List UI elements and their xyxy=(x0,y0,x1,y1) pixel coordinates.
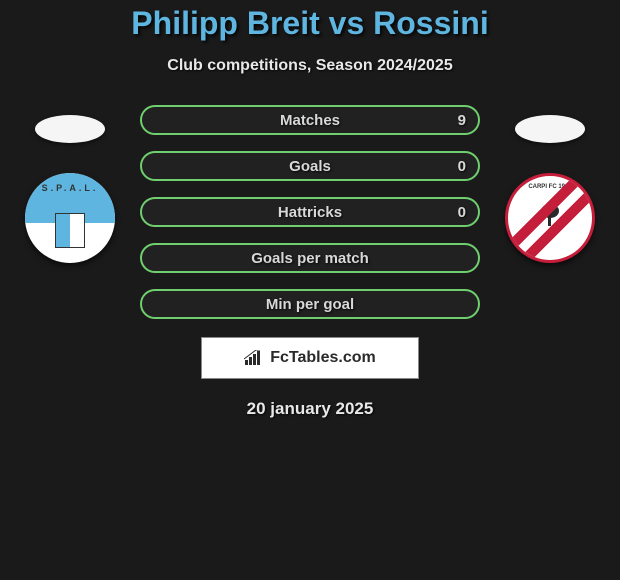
brand-logo-text: FcTables.com xyxy=(270,349,376,367)
stat-value-right: 0 xyxy=(458,204,466,221)
stat-label: Min per goal xyxy=(266,296,354,313)
main-content: S.P.A.L. Matches 9 Goals 0 Hattricks 0 G… xyxy=(0,105,620,319)
club-badge-left: S.P.A.L. xyxy=(25,173,115,263)
date-text: 20 january 2025 xyxy=(0,399,620,419)
stat-row-hattricks: Hattricks 0 xyxy=(140,197,480,227)
comparison-container: Philipp Breit vs Rossini Club competitio… xyxy=(0,0,620,419)
player-right-silhouette xyxy=(515,115,585,143)
page-title: Philipp Breit vs Rossini xyxy=(0,5,620,42)
stats-column: Matches 9 Goals 0 Hattricks 0 Goals per … xyxy=(140,105,480,319)
page-subtitle: Club competitions, Season 2024/2025 xyxy=(0,57,620,75)
player-left-column: S.P.A.L. xyxy=(25,105,115,263)
stat-label: Hattricks xyxy=(278,204,342,221)
player-left-silhouette xyxy=(35,115,105,143)
bar-chart-icon xyxy=(244,350,264,366)
stat-label: Goals xyxy=(289,158,331,175)
brand-logo-box: FcTables.com xyxy=(201,337,419,379)
badge-spal-shield-icon xyxy=(55,213,85,248)
badge-carpi-swoosh-icon xyxy=(505,176,595,260)
stat-label: Goals per match xyxy=(251,250,369,267)
stat-value-right: 9 xyxy=(458,112,466,129)
player-right-column: CARPI FC 1909 xyxy=(505,105,595,263)
stat-row-goals-per-match: Goals per match xyxy=(140,243,480,273)
stat-label: Matches xyxy=(280,112,340,129)
stat-row-min-per-goal: Min per goal xyxy=(140,289,480,319)
stat-row-matches: Matches 9 xyxy=(140,105,480,135)
badge-spal-text: S.P.A.L. xyxy=(42,183,99,193)
stat-row-goals: Goals 0 xyxy=(140,151,480,181)
stat-value-right: 0 xyxy=(458,158,466,175)
club-badge-right: CARPI FC 1909 xyxy=(505,173,595,263)
